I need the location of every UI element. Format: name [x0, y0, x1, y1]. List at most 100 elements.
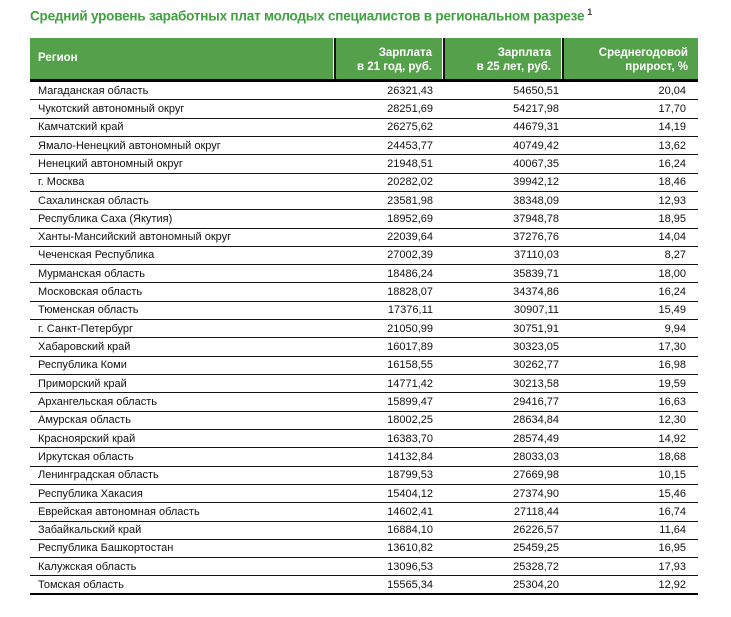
cell-salary-21: 23581,98 — [387, 194, 433, 207]
cell-salary-21: 26275,62 — [387, 121, 433, 134]
cell-growth: 16,24 — [658, 286, 686, 299]
cell-growth: 18,68 — [658, 450, 686, 463]
table-row: Республика Башкортостан 13610,82 25459,25 1… — [30, 540, 698, 559]
column-header-salary-21: Зарплата в 21 год, руб. — [336, 38, 442, 79]
cell-region: Чеченская Республика — [38, 249, 155, 262]
table-row: Приморский край 14771,42 30213,58 19,59 — [30, 375, 698, 394]
cell-salary-21: 15899,47 — [387, 395, 433, 408]
cell-salary-25: 39942,12 — [513, 176, 559, 189]
cell-region: Калужская область — [38, 560, 137, 573]
table-row: Магаданская область 26321,43 54650,51 20,04 — [30, 82, 698, 101]
cell-salary-25: 30213,58 — [513, 377, 559, 390]
cell-region: Мурманская область — [38, 267, 145, 280]
cell-salary-21: 18952,69 — [387, 212, 433, 225]
cell-salary-21: 26321,43 — [387, 84, 433, 97]
table-row: Республика Коми 16158,55 30262,77 16,98 — [30, 357, 698, 375]
cell-salary-21: 21050,99 — [387, 322, 433, 335]
table-row: Ненецкий автономный округ 21948,51 40067,3… — [30, 155, 698, 174]
cell-salary-25: 28574,49 — [513, 432, 559, 445]
cell-salary-21: 28251,69 — [387, 102, 433, 115]
cell-salary-25: 37948,78 — [513, 212, 559, 225]
cell-growth: 13,62 — [658, 139, 686, 152]
cell-salary-25: 27669,98 — [513, 469, 559, 482]
table-row: Калужская область 13096,53 25328,72 17,93 — [30, 558, 698, 577]
cell-region: Ленинградская область — [38, 469, 159, 482]
column-header-salary-25-line2: в 25 лет, руб. — [476, 61, 551, 73]
cell-region: Иркутская область — [38, 450, 134, 463]
cell-region: Ханты-Мансийский автономный округ — [38, 231, 232, 244]
cell-salary-25: 38348,09 — [513, 194, 559, 207]
page-title: Средний уровень заработных плат молодых … — [30, 7, 592, 24]
cell-salary-21: 16017,89 — [387, 341, 433, 354]
column-header-salary-25: Зарплата в 25 лет, руб. — [445, 38, 561, 79]
cell-salary-25: 34374,86 — [513, 286, 559, 299]
cell-salary-25: 30751,91 — [513, 322, 559, 335]
table-row: Ханты-Мансийский автономный округ 22039,6… — [30, 229, 698, 247]
cell-salary-25: 37110,03 — [513, 249, 559, 262]
table-row: Красноярский край 16383,70 28574,49 14,92 — [30, 430, 698, 449]
table-row: Камчатский край 26275,62 44679,31 14,19 — [30, 119, 698, 137]
cell-region: Камчатский край — [38, 121, 124, 134]
cell-salary-21: 21948,51 — [387, 157, 433, 170]
cell-region: Республика Хакасия — [38, 487, 143, 500]
cell-salary-21: 14771,42 — [387, 377, 433, 390]
cell-salary-21: 20282,02 — [387, 176, 433, 189]
cell-growth: 18,95 — [658, 212, 686, 225]
cell-salary-25: 29416,77 — [513, 395, 559, 408]
cell-salary-25: 30907,11 — [513, 304, 559, 317]
cell-growth: 15,49 — [658, 304, 686, 317]
header-divider — [333, 38, 336, 79]
column-header-salary-21-line2: в 21 год, руб. — [356, 61, 432, 73]
cell-salary-25: 40749,42 — [513, 139, 559, 152]
cell-salary-21: 16884,10 — [387, 524, 433, 537]
cell-region: г. Санкт-Петербург — [38, 322, 134, 335]
table-row: Чеченская Республика 27002,39 37110,03 8,27 — [30, 247, 698, 266]
cell-salary-21: 18799,53 — [387, 469, 433, 482]
cell-salary-21: 15565,34 — [387, 578, 433, 591]
cell-salary-25: 25328,72 — [513, 560, 559, 573]
cell-salary-21: 17376,11 — [387, 304, 433, 317]
cell-salary-25: 28033,03 — [513, 450, 559, 463]
cell-region: Республика Саха (Якутия) — [38, 212, 173, 225]
table-row: Еврейская автономная область 14602,41 2711… — [30, 503, 698, 522]
column-header-salary-21-line1: Зарплата — [378, 47, 432, 59]
cell-salary-25: 27118,44 — [513, 505, 559, 518]
cell-salary-21: 24453,77 — [387, 139, 433, 152]
cell-growth: 11,64 — [659, 524, 686, 537]
cell-salary-25: 27374,90 — [513, 487, 559, 500]
cell-growth: 17,70 — [658, 102, 686, 115]
cell-salary-21: 16158,55 — [387, 359, 433, 372]
footnote-marker: 1 — [587, 7, 593, 17]
cell-region: Еврейская автономная область — [38, 505, 200, 518]
cell-growth: 14,92 — [658, 432, 686, 445]
table-row: Архангельская область 15899,47 29416,77 16,… — [30, 393, 698, 412]
cell-salary-25: 30323,05 — [513, 341, 559, 354]
column-header-growth: Среднегодовой прирост, % — [564, 38, 698, 79]
cell-growth: 17,30 — [658, 341, 686, 354]
column-header-salary-25-line1: Зарплата — [497, 47, 551, 59]
table-row: Томская область 15565,34 25304,20 12,92 — [30, 576, 698, 595]
cell-growth: 16,74 — [658, 505, 686, 518]
cell-region: г. Москва — [38, 176, 85, 189]
cell-growth: 16,63 — [658, 395, 686, 408]
table-row: Иркутская область 14132,84 28033,03 18,68 — [30, 448, 698, 467]
cell-salary-21: 18828,07 — [387, 286, 433, 299]
cell-salary-25: 30262,77 — [513, 359, 559, 372]
table-row: Мурманская область 18486,24 35839,71 18,00 — [30, 265, 698, 284]
cell-region: Республика Коми — [38, 359, 127, 372]
cell-salary-25: 40067,35 — [513, 157, 559, 170]
table-row: Забайкальский край 16884,10 26226,57 11,64 — [30, 522, 698, 540]
cell-region: Республика Башкортостан — [38, 542, 174, 555]
cell-salary-25: 44679,31 — [513, 121, 559, 134]
table-row: Республика Саха (Якутия) 18952,69 37948,78… — [30, 210, 698, 229]
cell-region: Магаданская область — [38, 84, 149, 97]
table-row: Московская область 18828,07 34374,86 16,24 — [30, 283, 698, 302]
table-row: г. Санкт-Петербург 21050,99 30751,91 9,94 — [30, 320, 698, 339]
cell-region: Хабаровский край — [38, 341, 131, 354]
cell-region: Московская область — [38, 286, 143, 299]
cell-salary-25: 25304,20 — [513, 578, 559, 591]
cell-salary-21: 14602,41 — [387, 505, 433, 518]
cell-growth: 16,98 — [658, 359, 686, 372]
cell-growth: 15,46 — [658, 487, 686, 500]
cell-region: Сахалинская область — [38, 194, 149, 207]
